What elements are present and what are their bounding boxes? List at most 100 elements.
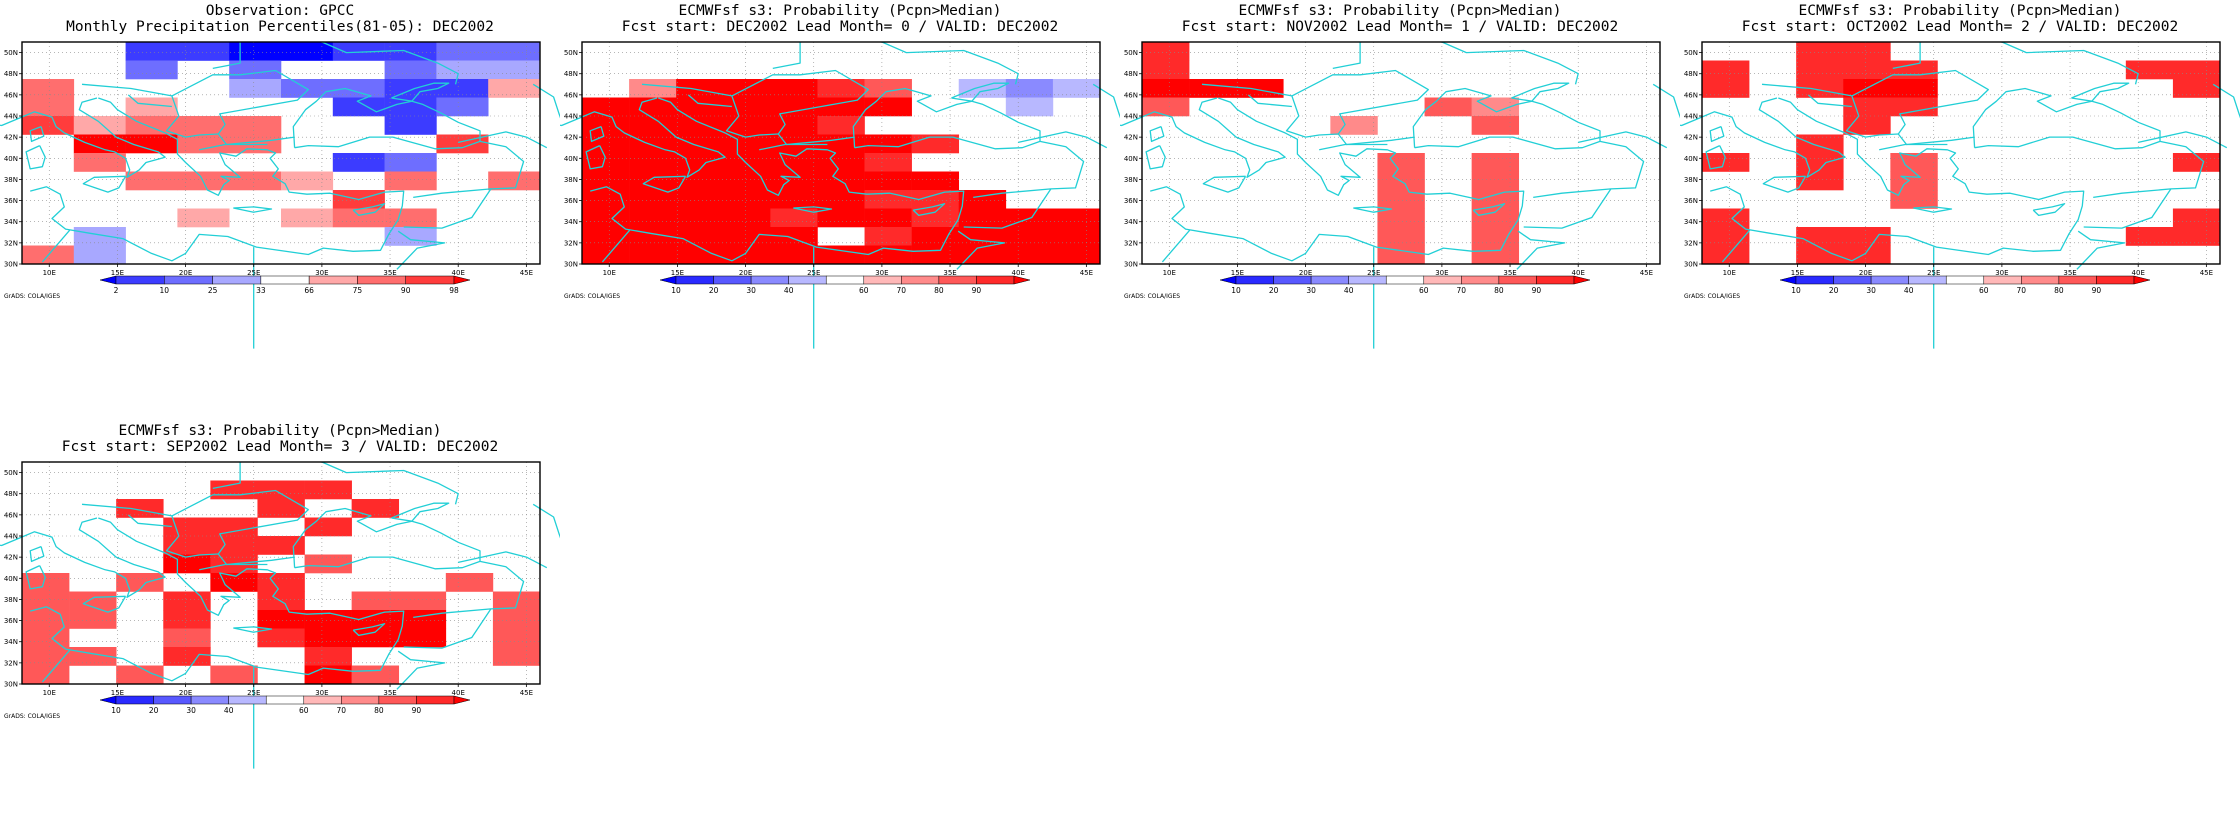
- coastline-path: [199, 563, 268, 571]
- precip-cell: [2172, 60, 2221, 80]
- map-frame: [1701, 41, 2221, 265]
- precip-cell: [770, 190, 818, 209]
- precip-cell: [817, 245, 865, 265]
- precip-cell: [1796, 245, 1844, 265]
- lat-label: 38N: [1124, 176, 1138, 184]
- precip-cell: [22, 79, 75, 98]
- graticule: [1702, 42, 2220, 264]
- coastline-path: [912, 203, 946, 217]
- precip-cell: [384, 171, 437, 191]
- map-title: ECMWFsf s3: Probability (Pcpn>Median): [1238, 3, 1561, 19]
- precip-cell: [332, 208, 385, 228]
- precip-cell: [229, 42, 282, 61]
- precip-cell: [177, 134, 230, 154]
- precip-cell: [304, 554, 352, 574]
- precip-cell: [629, 208, 677, 228]
- precip-cell: [629, 245, 677, 265]
- lon-label: 15E: [111, 689, 124, 697]
- precip-cell: [2125, 60, 2174, 80]
- lat-label: 40N: [1124, 155, 1138, 163]
- lat-label: 38N: [1684, 176, 1698, 184]
- lon-label: 10E: [43, 269, 56, 277]
- lon-label: 45E: [1640, 269, 1653, 277]
- lat-label: 46N: [1124, 91, 1138, 99]
- coastline-path: [81, 489, 309, 566]
- lon-label: 30E: [875, 269, 888, 277]
- coastline-path: [413, 140, 525, 199]
- precip-cell: [676, 116, 724, 135]
- precip-cell: [163, 628, 211, 648]
- colorbar-segment: [976, 275, 1015, 285]
- precip-cell: [332, 153, 385, 172]
- coastline-path: [1285, 95, 1339, 138]
- precip-cell: [864, 79, 912, 98]
- colorbar-label: 70: [1457, 286, 1467, 295]
- coastline-path: [1762, 175, 1807, 193]
- precip-cell: [1142, 79, 1190, 98]
- precip-cell: [304, 628, 352, 648]
- colorbar-label: 98: [449, 286, 459, 295]
- colorbar-segment: [308, 275, 358, 285]
- precip-cell: [817, 79, 865, 98]
- precip-cell: [723, 153, 771, 172]
- precip-cell: [770, 171, 818, 191]
- coastline-path: [292, 87, 481, 150]
- precip-cell: [69, 610, 117, 629]
- lon-label: 30E: [1995, 269, 2008, 277]
- coastline-path: [1150, 97, 1525, 262]
- coastline-path: [127, 514, 172, 528]
- lat-label: 44N: [4, 113, 18, 121]
- precip-cell: [629, 171, 677, 191]
- precip-cell: [488, 171, 541, 191]
- colorbar-label: 40: [784, 286, 794, 295]
- colorbar-segment: [1273, 275, 1312, 285]
- precip-cell: [163, 591, 211, 611]
- coastline-path: [963, 188, 1052, 229]
- lat-label: 44N: [564, 113, 578, 121]
- precip-cell: [436, 97, 489, 117]
- precip-cell: [770, 97, 818, 117]
- colorbar-label: 10: [671, 286, 681, 295]
- precip-cell: [864, 171, 912, 191]
- lon-label: 40E: [1572, 269, 1585, 277]
- coastline-path: [1120, 97, 1286, 178]
- precip-cell: [2172, 153, 2221, 172]
- coastline-path: [1709, 125, 1725, 143]
- lat-label: 44N: [1124, 113, 1138, 121]
- precip-cell: [676, 79, 724, 98]
- precip-cell: [676, 97, 724, 117]
- precip-cell: [384, 60, 437, 80]
- lon-label: 30E: [1435, 269, 1448, 277]
- grads-credit: GrADS: COLA/IGES: [4, 293, 60, 300]
- precip-cell: [384, 208, 437, 228]
- coastline-path: [1533, 140, 1645, 199]
- coastline-path: [458, 551, 548, 569]
- precip-cell: [281, 171, 334, 191]
- shading-cells: [22, 42, 541, 265]
- colorbar-label: 20: [1829, 286, 1839, 295]
- colorbar-segment: [153, 695, 192, 705]
- coastline-path: [2083, 188, 2172, 229]
- coastline-path: [127, 94, 172, 108]
- colorbar-segment: [1908, 275, 1947, 285]
- colorbar: [1219, 275, 1591, 285]
- precip-cell: [2125, 227, 2174, 246]
- coastlines: [0, 461, 560, 769]
- precip-cell: [281, 42, 334, 61]
- lat-label: 32N: [4, 239, 18, 247]
- map-subtitle: Monthly Precipitation Percentiles(81-05)…: [66, 19, 494, 35]
- coastline-path: [1892, 42, 1921, 70]
- lon-label: 35E: [1503, 269, 1516, 277]
- colorbar-segment: [1833, 275, 1872, 285]
- precip-cell: [1052, 227, 1101, 246]
- precip-cell: [22, 573, 70, 592]
- colorbar-segment: [938, 275, 977, 285]
- precip-cell: [177, 42, 230, 61]
- precip-cell: [864, 134, 912, 154]
- lon-label: 15E: [1791, 269, 1804, 277]
- colorbar-label: 60: [1419, 286, 1429, 295]
- precip-cell: [911, 227, 960, 246]
- coastline-path: [403, 608, 492, 649]
- colorbar-high-arrow: [1013, 275, 1031, 285]
- colorbar-segment: [1423, 275, 1462, 285]
